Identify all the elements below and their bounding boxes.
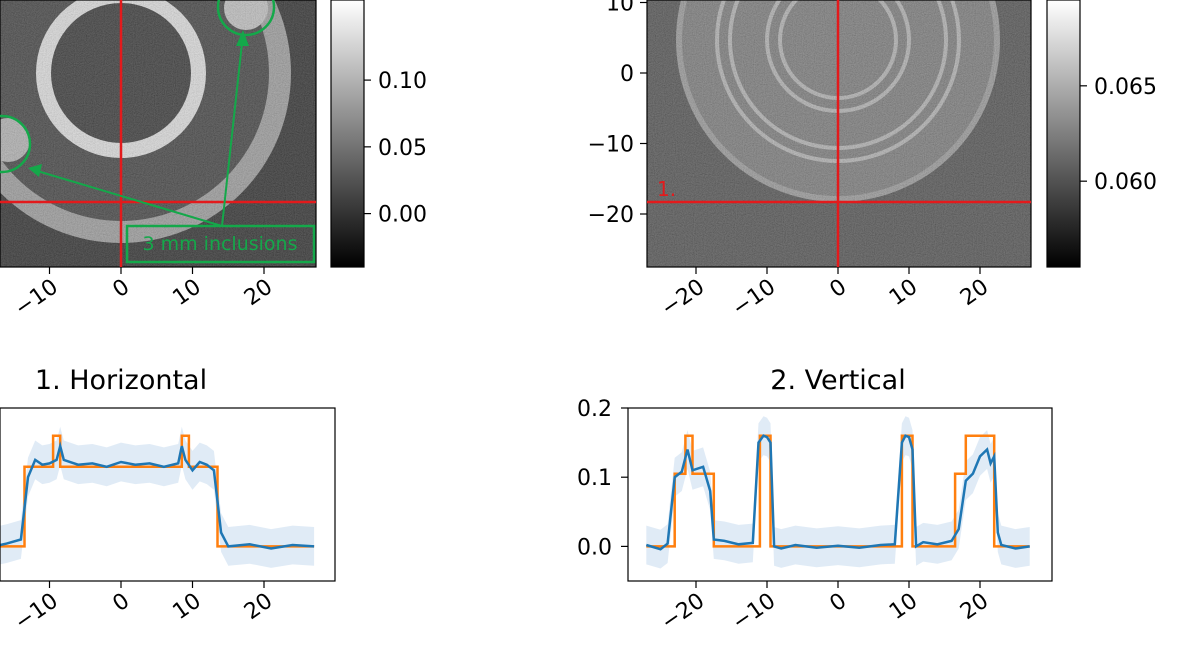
- right-image-x-tick-label: 0: [825, 275, 851, 304]
- left-inclusion-marker-top: [216, 0, 276, 37]
- left-colorbar-gradient: [330, 0, 365, 268]
- right-image-x-axis: −20 −10 0 10 20: [657, 267, 993, 322]
- vertical-y-tick-label: 0.0: [577, 535, 612, 560]
- annotation-arrow-left: [33, 169, 223, 227]
- left-image-x-tick-label: 20: [240, 275, 277, 312]
- annotation-arrowhead-left: [28, 164, 42, 177]
- left-colorbar-tick-label: 0.10: [378, 69, 427, 94]
- horizontal-x-tick-label: 0: [108, 589, 134, 618]
- left-colorbar-tick-label: 0.05: [378, 136, 427, 161]
- right-colorbar-tick-label: 0.060: [1094, 170, 1157, 195]
- vertical-profile-plot: 2. Vertical −20 −10 0 10 20 0.2 0.1 0.0: [577, 365, 1053, 636]
- right-image-y-axis: 10 0 −10 −20: [588, 0, 647, 228]
- horizontal-uncertainty-band: [0, 426, 315, 568]
- annotation-text: 3 mm inclusions: [142, 233, 297, 255]
- left-inclusion-marker-left: [0, 114, 32, 174]
- vertical-y-axis: 0.2 0.1 0.0: [577, 397, 628, 560]
- annotation-arrowhead-top: [236, 30, 249, 46]
- vertical-measured-line: [645, 434, 1030, 551]
- left-image-noise: [0, 0, 316, 267]
- vertical-uncertainty-band: [646, 416, 1030, 569]
- right-colorbar: 0.060 0.065: [1046, 0, 1157, 268]
- vertical-x-axis: −20 −10 0 10 20: [657, 581, 993, 636]
- vertical-x-tick-label: −20: [657, 589, 709, 636]
- right-image-x-tick-label: −10: [728, 275, 780, 322]
- horizontal-profile-plot: 1. Horizontal −10 0 10 20: [0, 365, 336, 636]
- left-image-frame: [0, 0, 317, 268]
- right-image-y-tick-label: −20: [588, 203, 634, 228]
- left-colorbar-tick-label: 0.00: [378, 203, 427, 228]
- left-image-x-tick-label: −10: [10, 275, 62, 322]
- right-image-y-tick-label: 10: [606, 0, 634, 17]
- right-image-y-tick-label: −10: [588, 133, 634, 158]
- horizontal-profile-title: 1. Horizontal: [35, 365, 207, 396]
- vertical-y-tick-label: 0.2: [577, 397, 612, 422]
- left-colorbar: 0.00 0.05 0.10: [330, 0, 427, 268]
- horizontal-ground-truth-line: [0, 434, 315, 548]
- right-image-panel: 1. −20 −10 0 10 20 10 0 −10 −20: [588, 0, 1032, 322]
- left-image-x-tick-label: 0: [108, 275, 134, 304]
- vertical-x-tick-label: 10: [885, 589, 922, 626]
- vertical-profile-title: 2. Vertical: [770, 365, 905, 396]
- annotation-box: [125, 224, 316, 264]
- horizontal-measured-line: [0, 441, 315, 550]
- annotation-arrow-top: [221, 33, 244, 227]
- right-image-y-tick-label: 0: [620, 62, 634, 87]
- horizontal-plot-frame: [0, 407, 336, 582]
- left-image-x-tick-label: 10: [168, 275, 205, 312]
- horizontal-x-tick-label: 20: [240, 589, 277, 626]
- right-image-x-tick-label: 20: [956, 275, 993, 312]
- vertical-x-tick-label: 0: [825, 589, 851, 618]
- vertical-x-tick-label: −10: [728, 589, 780, 636]
- horizontal-x-axis: −10 0 10 20: [10, 581, 277, 636]
- vertical-plot-frame: [627, 407, 1053, 582]
- right-image-x-tick-label: 10: [885, 275, 922, 312]
- vertical-x-tick-label: 20: [956, 589, 993, 626]
- right-colorbar-gradient: [1046, 0, 1081, 268]
- vertical-ground-truth-line: [646, 434, 1030, 548]
- right-image-x-tick-label: −20: [657, 275, 709, 322]
- vertical-y-tick-label: 0.1: [577, 466, 612, 491]
- crosshair-label: 1.: [657, 177, 676, 201]
- horizontal-x-tick-label: 10: [168, 589, 205, 626]
- right-colorbar-tick-label: 0.065: [1094, 75, 1157, 100]
- horizontal-x-tick-label: −10: [10, 589, 62, 636]
